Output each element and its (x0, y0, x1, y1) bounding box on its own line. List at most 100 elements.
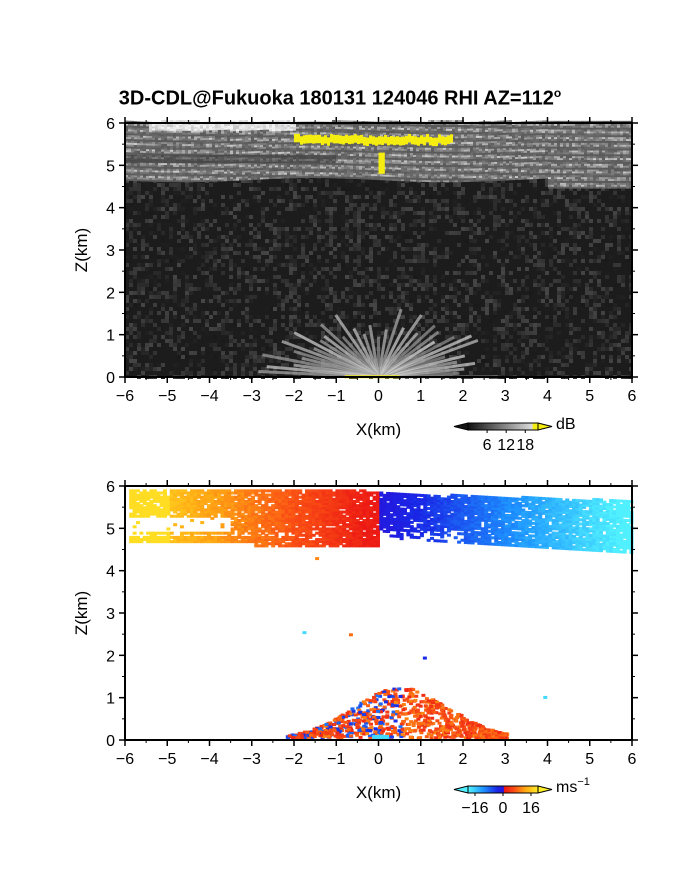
noise-cell (193, 199, 197, 203)
noise-cell (265, 287, 269, 291)
noise-cell (549, 335, 553, 339)
cloud-cell (221, 176, 224, 180)
noise-cell (593, 271, 597, 275)
noise-cell (129, 327, 133, 331)
noise-cell (285, 263, 289, 267)
noise-cell (517, 295, 521, 299)
cloud-cell (212, 138, 215, 142)
noise-cell (245, 371, 249, 375)
noise-cell (189, 311, 193, 315)
noise-cell (189, 191, 193, 195)
noise-cell (185, 355, 189, 359)
noise-cell (129, 207, 133, 211)
noise-cell (565, 343, 569, 347)
noise-cell (577, 211, 581, 215)
noise-cell (469, 307, 473, 311)
noise-cell (465, 227, 469, 231)
cloud-cell (167, 148, 170, 152)
noise-cell (477, 231, 481, 235)
noise-cell (429, 307, 433, 311)
cloud-cell (206, 127, 209, 131)
noise-cell (457, 311, 461, 315)
noise-cell (381, 183, 385, 187)
noise-cell (473, 303, 477, 307)
cloud-cell (203, 140, 206, 144)
cloud-cell (188, 167, 191, 171)
noise-cell (445, 271, 449, 275)
noise-cell (365, 203, 369, 207)
noise-cell (501, 263, 505, 267)
noise-cell (273, 307, 277, 311)
noise-cell (593, 303, 597, 307)
noise-cell (609, 287, 613, 291)
noise-cell (165, 331, 169, 335)
cloud-cell (164, 173, 167, 177)
noise-cell (317, 179, 321, 183)
noise-cell (409, 191, 413, 195)
cloud-cell (233, 139, 236, 143)
cloud-cell (209, 178, 212, 182)
cloud-cell (173, 162, 176, 166)
noise-cell (229, 271, 233, 275)
noise-cell (133, 223, 137, 227)
cloud-cell (140, 142, 143, 146)
noise-cell (293, 315, 297, 319)
noise-cell (325, 283, 329, 287)
noise-cell (249, 343, 253, 347)
cloud-cell (128, 170, 131, 174)
noise-cell (261, 355, 265, 359)
cloud-cell (239, 175, 242, 179)
noise-cell (213, 355, 217, 359)
cloud-cell (227, 170, 230, 174)
noise-cell (125, 307, 129, 311)
noise-cell (333, 319, 337, 323)
noise-cell (133, 299, 137, 303)
noise-cell (565, 307, 569, 311)
cloud-cell (224, 141, 227, 145)
cloud-cell (149, 165, 152, 169)
cloud-cell (179, 148, 182, 152)
noise-cell (417, 219, 421, 223)
cloud-cell (179, 129, 182, 133)
noise-cell (181, 371, 185, 375)
noise-cell (129, 283, 133, 287)
noise-cell (281, 351, 285, 355)
noise-cell (409, 315, 413, 319)
cloud-cell (245, 165, 248, 169)
noise-cell (617, 359, 621, 363)
noise-cell (589, 227, 593, 231)
cloud-cell (224, 140, 227, 144)
noise-cell (585, 299, 589, 303)
noise-cell (313, 199, 317, 203)
cloud-cell (143, 130, 146, 134)
cloud-cell (140, 166, 143, 170)
noise-cell (245, 295, 249, 299)
cloud-cell (188, 139, 191, 143)
noise-cell (297, 343, 301, 347)
noise-cell (469, 231, 473, 235)
noise-cell (173, 207, 177, 211)
cloud-cell (161, 173, 164, 177)
noise-cell (297, 331, 301, 335)
noise-cell (505, 183, 509, 187)
noise-cell (205, 259, 209, 263)
cloud-cell (188, 148, 191, 152)
cloud-cell (170, 177, 173, 181)
noise-cell (341, 251, 345, 255)
noise-cell (449, 215, 453, 219)
cloud-cell (224, 172, 227, 176)
noise-cell (241, 371, 245, 375)
noise-cell (369, 303, 373, 307)
noise-cell (609, 347, 613, 351)
noise-cell (413, 259, 417, 263)
noise-cell (481, 183, 485, 187)
noise-cell (329, 303, 333, 307)
cloud-cell (242, 162, 245, 166)
noise-cell (157, 207, 161, 211)
noise-cell (473, 247, 477, 251)
noise-cell (481, 331, 485, 335)
noise-cell (625, 331, 629, 335)
noise-cell (453, 271, 457, 275)
noise-cell (397, 211, 401, 215)
noise-cell (437, 319, 441, 323)
